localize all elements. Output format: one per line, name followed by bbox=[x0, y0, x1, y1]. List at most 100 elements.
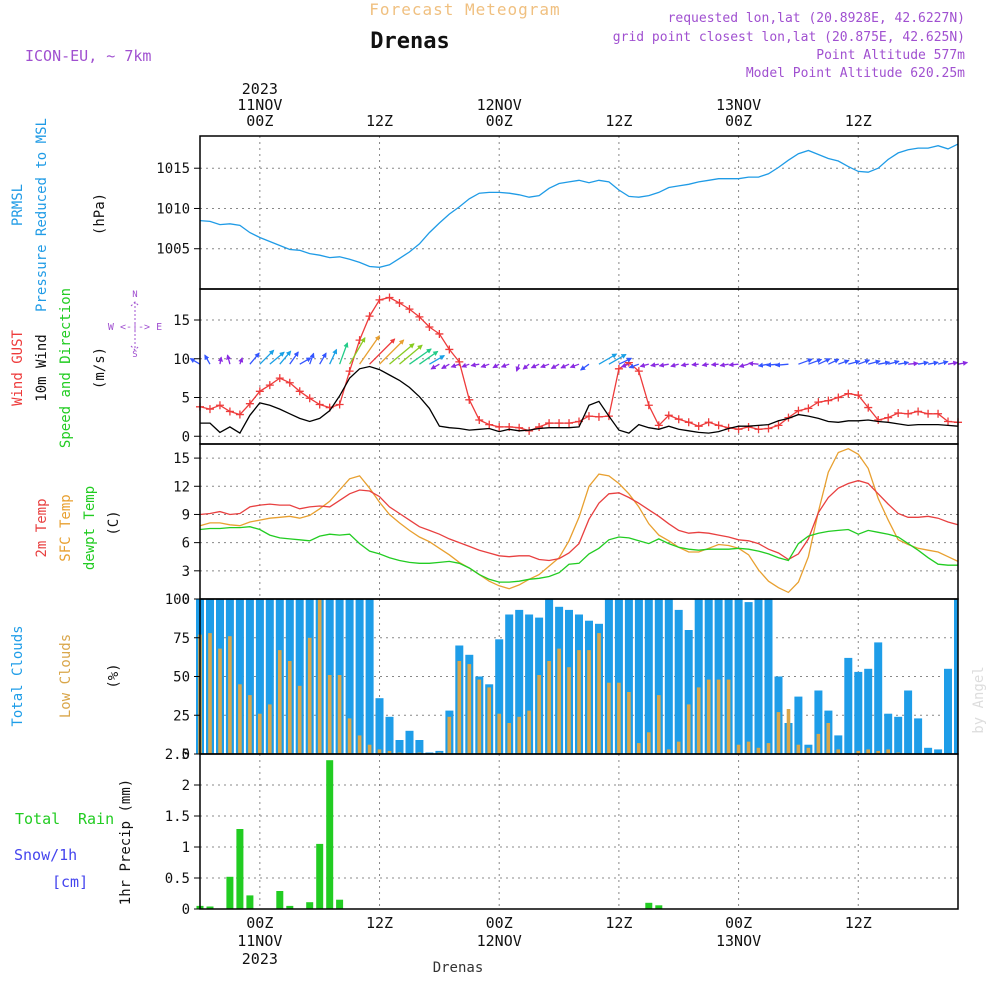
gust-marker bbox=[674, 415, 683, 424]
wind-direction-arrow bbox=[369, 338, 396, 365]
wind-direction-arrow bbox=[908, 361, 919, 367]
wind-direction-arrow bbox=[691, 361, 699, 367]
low-cloud-bar bbox=[357, 735, 362, 754]
panel-frame-precip bbox=[199, 753, 959, 910]
low-cloud-bar bbox=[248, 695, 252, 754]
rain-bar bbox=[336, 899, 344, 909]
wind-direction-arrow bbox=[492, 363, 500, 369]
low-cloud-bar bbox=[327, 675, 332, 754]
gust-marker bbox=[654, 421, 663, 430]
wind-direction-arrow bbox=[560, 363, 570, 369]
total-cloud-bar bbox=[754, 599, 763, 754]
gust-marker bbox=[804, 404, 813, 413]
y-tick-label: 1010 bbox=[156, 201, 190, 217]
wind-direction-arrow bbox=[848, 359, 861, 365]
model-altitude: Model Point Altitude 620.25m bbox=[746, 66, 965, 81]
total-cloud-bar bbox=[764, 599, 773, 754]
total-cloud-bar bbox=[515, 609, 524, 754]
wind-direction-arrow bbox=[430, 363, 440, 370]
gust-marker bbox=[275, 374, 284, 383]
gust-marker bbox=[904, 409, 913, 418]
wind-direction-arrow bbox=[878, 360, 891, 366]
wind-direction-arrow bbox=[269, 351, 285, 365]
wind-direction-arrow bbox=[798, 358, 813, 365]
gust-marker bbox=[425, 322, 434, 331]
series-layer bbox=[189, 143, 969, 909]
low-cloud-bar bbox=[627, 692, 631, 754]
top-time-label: 00Z bbox=[725, 112, 752, 130]
total-cloud-bar bbox=[495, 639, 504, 754]
gust-marker bbox=[764, 424, 773, 433]
low-cloud-bar bbox=[307, 637, 312, 755]
low-cloud-bar bbox=[657, 695, 661, 754]
gust-marker bbox=[944, 417, 953, 426]
gust-marker bbox=[215, 401, 224, 410]
wind-direction-arrow bbox=[461, 362, 470, 368]
rain-bar bbox=[276, 891, 284, 909]
total-cloud-bar bbox=[714, 599, 723, 754]
total-cloud-bar bbox=[854, 671, 863, 754]
gust-marker bbox=[285, 378, 294, 387]
total-cloud-bar bbox=[814, 690, 823, 754]
low-cloud-bar bbox=[617, 682, 621, 754]
low-cloud-bar bbox=[288, 661, 292, 754]
prmsl-line bbox=[199, 143, 959, 268]
speed-direction-label: Speed and Direction bbox=[58, 288, 74, 448]
pressure-unit: (hPa) bbox=[92, 193, 108, 235]
gust-marker bbox=[485, 420, 494, 429]
total-cloud-bar bbox=[684, 630, 693, 754]
total-cloud-bar bbox=[864, 668, 873, 755]
wind-direction-arrow bbox=[917, 360, 929, 366]
total-cloud-bar bbox=[295, 599, 304, 754]
total-cloud-bar bbox=[934, 749, 943, 754]
bottom-time-label: 12NOV bbox=[477, 932, 522, 950]
gust-marker bbox=[265, 381, 274, 390]
wind-direction-arrow bbox=[838, 359, 850, 365]
bottom-time-label: 00Z bbox=[725, 914, 752, 932]
gust-marker bbox=[584, 412, 593, 421]
gust-marker bbox=[345, 367, 354, 376]
wind-direction-arrow bbox=[937, 360, 949, 366]
top-time-label: 12Z bbox=[605, 112, 632, 130]
panel-frame-pressure bbox=[199, 135, 959, 290]
pressure-msl-label: Pressure Reduced to MSL bbox=[34, 118, 50, 312]
wind-direction-arrow bbox=[701, 361, 709, 368]
bottom-location: Drenas bbox=[433, 960, 484, 976]
low-clouds-label: Low Clouds bbox=[58, 634, 74, 718]
temp-unit: (C) bbox=[106, 510, 122, 535]
wind10-label: 10m Wind bbox=[34, 334, 50, 401]
low-cloud-bar bbox=[597, 633, 601, 754]
wind-direction-arrow bbox=[868, 359, 881, 365]
gust-marker bbox=[205, 405, 214, 414]
requested-coords: requested lon,lat (20.8928E, 42.6227N) bbox=[668, 11, 965, 26]
prmsl-label: PRMSL bbox=[10, 184, 26, 226]
gust-marker bbox=[864, 403, 873, 412]
low-cloud-bar bbox=[587, 650, 591, 754]
gust-marker bbox=[644, 401, 653, 410]
top-time-label: 12Z bbox=[366, 112, 393, 130]
gust-marker bbox=[405, 305, 414, 314]
low-cloud-bar bbox=[347, 718, 352, 754]
wind-direction-arrow bbox=[550, 363, 560, 370]
wind-direction-arrow bbox=[957, 360, 969, 366]
wind-direction-arrow bbox=[628, 363, 640, 369]
low-cloud-bar bbox=[218, 648, 222, 754]
wind-direction-arrow bbox=[319, 352, 327, 365]
wind-direction-arrow bbox=[515, 363, 521, 372]
clouds-unit: (%) bbox=[106, 663, 122, 688]
gust-marker bbox=[924, 409, 933, 418]
wind-direction-arrow bbox=[898, 360, 910, 366]
wind-direction-arrow bbox=[639, 362, 649, 368]
y-tick-label: 10 bbox=[173, 352, 190, 368]
wind-direction-arrow bbox=[808, 358, 823, 365]
rain-bar bbox=[246, 895, 254, 909]
low-cloud-bar bbox=[487, 687, 491, 754]
low-cloud-bar bbox=[367, 744, 372, 754]
y-tick-label: 15 bbox=[173, 313, 190, 329]
low-cloud-bar bbox=[667, 749, 671, 754]
gust-marker bbox=[704, 418, 713, 427]
point-altitude: Point Altitude 577m bbox=[816, 48, 965, 63]
grid-point-coords: grid point closest lon,lat (20.875E, 42.… bbox=[613, 30, 965, 45]
total-cloud-bar bbox=[894, 716, 903, 754]
